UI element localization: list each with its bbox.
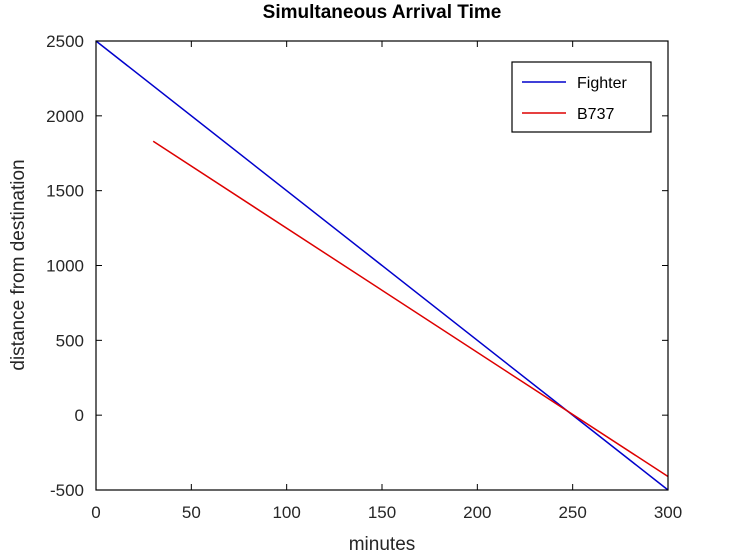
x-axis-label: minutes [349,534,416,554]
legend-label-fighter: Fighter [577,75,627,92]
y-tick-label: 500 [56,331,84,350]
y-tick-label: 0 [75,406,84,425]
y-tick-label: 1000 [46,257,84,276]
tick-layer: 0 50 100 150 200 250 300 -500 0 500 1000 1500 2000 25… [46,32,682,522]
y-tick-label: 1500 [46,182,84,201]
x-tick-label: 200 [463,503,491,522]
series-layer [95,40,669,491]
y-axis-label: distance from destination [8,159,29,370]
y-tick-label: 2500 [46,32,84,51]
x-tick-label: 100 [272,503,300,522]
series-line-b737 [152,140,669,478]
x-tick-label: 150 [368,503,396,522]
x-tick-label: 300 [654,503,682,522]
y-tick-label: 2000 [46,107,84,126]
x-tick-label: 0 [91,503,100,522]
legend: Fighter B737 [511,61,652,133]
y-tick-label: -500 [50,481,84,500]
legend-box [511,61,652,133]
legend-label-b737: B737 [577,106,614,123]
x-tick-label: 250 [558,503,586,522]
chart-title: Simultaneous Arrival Time [263,2,502,23]
x-tick-label: 50 [182,503,201,522]
